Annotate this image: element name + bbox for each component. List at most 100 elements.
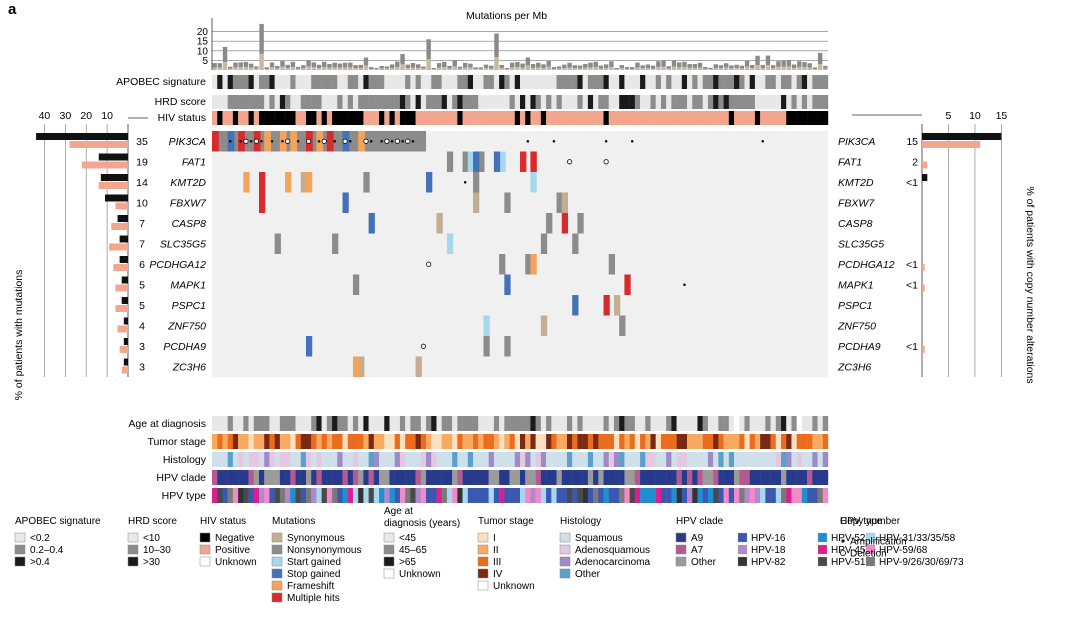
annotation-cell [384, 75, 390, 89]
annotation-cell [734, 416, 740, 431]
annotation-cell [546, 416, 552, 431]
annotation-cell [692, 434, 698, 449]
annotation-cell [728, 470, 735, 485]
legend-label: HPV-31/33/35/58 [879, 533, 956, 544]
annotation-cell [582, 111, 589, 125]
annotation-cell [295, 488, 301, 503]
mutation-rate-bar-synonymous [624, 68, 630, 70]
right-bar-hiv-positive [922, 141, 981, 148]
legend-label: Other [575, 569, 601, 580]
annotation-cell [587, 488, 594, 503]
annotation-cell [702, 416, 709, 431]
annotation-cell [462, 416, 468, 431]
legend-label: Unknown [399, 569, 441, 580]
mutation-rate-bar-synonymous [327, 67, 332, 70]
mutation-rate-bar-synonymous [442, 67, 447, 70]
annotation-cell [807, 111, 813, 125]
annotation-cell [415, 488, 422, 503]
annotation-cell [566, 434, 573, 449]
mutation-rate-bar [462, 62, 468, 68]
annotation-cell [796, 488, 803, 503]
annotation-cell [332, 75, 338, 89]
annotation-cell [587, 434, 594, 449]
annotation-cell [222, 111, 228, 125]
annotation-cell [509, 111, 515, 125]
annotation-cell [546, 470, 552, 485]
legend-label: III [493, 557, 501, 568]
annotation-cell [728, 95, 735, 109]
amplification-dot [526, 139, 530, 143]
cna-percent-label: <1 [906, 341, 918, 353]
annotation-cell [551, 434, 557, 449]
left-bar-hiv-positive [111, 223, 128, 230]
gene-label-left: ZC3H6 [172, 361, 206, 373]
annotation-cell [640, 75, 646, 89]
mutation-cell [467, 151, 475, 172]
mutation-rate-bar-synonymous [530, 67, 536, 70]
mutation-rate-bar [269, 62, 275, 68]
annotation-cell [582, 434, 589, 449]
annotation-cell [530, 452, 536, 467]
mutation-rate-bar [619, 65, 625, 69]
annotation-cell [556, 488, 562, 503]
annotation-cell [452, 470, 458, 485]
annotation-cell [269, 95, 275, 109]
annotation-cell [692, 470, 698, 485]
legend-label: Frameshift [287, 581, 334, 592]
annotation-cell [608, 416, 615, 431]
legend-label: Adenocarcinoma [575, 557, 650, 568]
mutation-rate-bar-synonymous [363, 65, 369, 70]
annotation-cell [650, 434, 656, 449]
mutation-percent-label: 5 [139, 279, 145, 291]
legend-label: HPV-51 [831, 557, 866, 568]
annotation-cell [363, 75, 369, 89]
annotation-cell [807, 416, 813, 431]
legend-label: Deletion [850, 549, 887, 560]
annotation-cell [358, 111, 364, 125]
mutation-rate-bar [327, 63, 332, 68]
annotation-cell [217, 111, 223, 125]
annotation-cell [645, 452, 651, 467]
mutation-rate-bar [567, 62, 572, 68]
annotation-cell [822, 111, 829, 125]
annotation-cell [217, 452, 223, 467]
right-axis-title: % of patients with copy number alteratio… [1024, 186, 1036, 383]
annotation-cell [822, 452, 829, 467]
legend-label: HPV-52 [831, 533, 866, 544]
annotation-cell [342, 488, 348, 503]
mutation-rate-bar [781, 60, 786, 67]
annotation-cell [363, 488, 369, 503]
mutation-rate-bar [760, 65, 765, 69]
mutation-rate-bar-synonymous [546, 66, 551, 70]
annotation-cell [566, 488, 573, 503]
annotation-cell [603, 111, 609, 125]
right-bar-hiv-positive [922, 161, 928, 169]
mutation-rate-bar [363, 57, 369, 66]
annotation-cell [399, 111, 406, 125]
mutation-rate-bar [515, 61, 520, 68]
annotation-cell [253, 452, 260, 467]
annotation-cell [504, 111, 510, 125]
mutation-rate-bar-synonymous [494, 57, 499, 70]
annotation-cell [728, 111, 735, 125]
annotation-cell [676, 95, 683, 109]
mutation-rate-bar-synonymous [322, 67, 327, 70]
annotation-cell [561, 95, 568, 109]
mutation-rate-bar-synonymous [677, 67, 682, 70]
mutation-rate-bar-synonymous [755, 65, 760, 70]
annotation-cell [358, 75, 364, 89]
annotation-cell [640, 434, 646, 449]
mutation-rate-bar [238, 62, 243, 68]
legend-swatch [383, 532, 395, 543]
annotation-cell [760, 95, 766, 109]
annotation-cell [666, 488, 672, 503]
mutation-cell [504, 274, 511, 295]
mutation-rate-bar-synonymous [551, 68, 557, 70]
annotation-cell [290, 470, 296, 485]
annotation-cell [624, 434, 630, 449]
annotation-cell [624, 95, 630, 109]
amplification-dot [270, 139, 274, 143]
annotation-cell [279, 111, 286, 125]
annotation-cell [535, 434, 542, 449]
annotation-cell [300, 95, 307, 109]
